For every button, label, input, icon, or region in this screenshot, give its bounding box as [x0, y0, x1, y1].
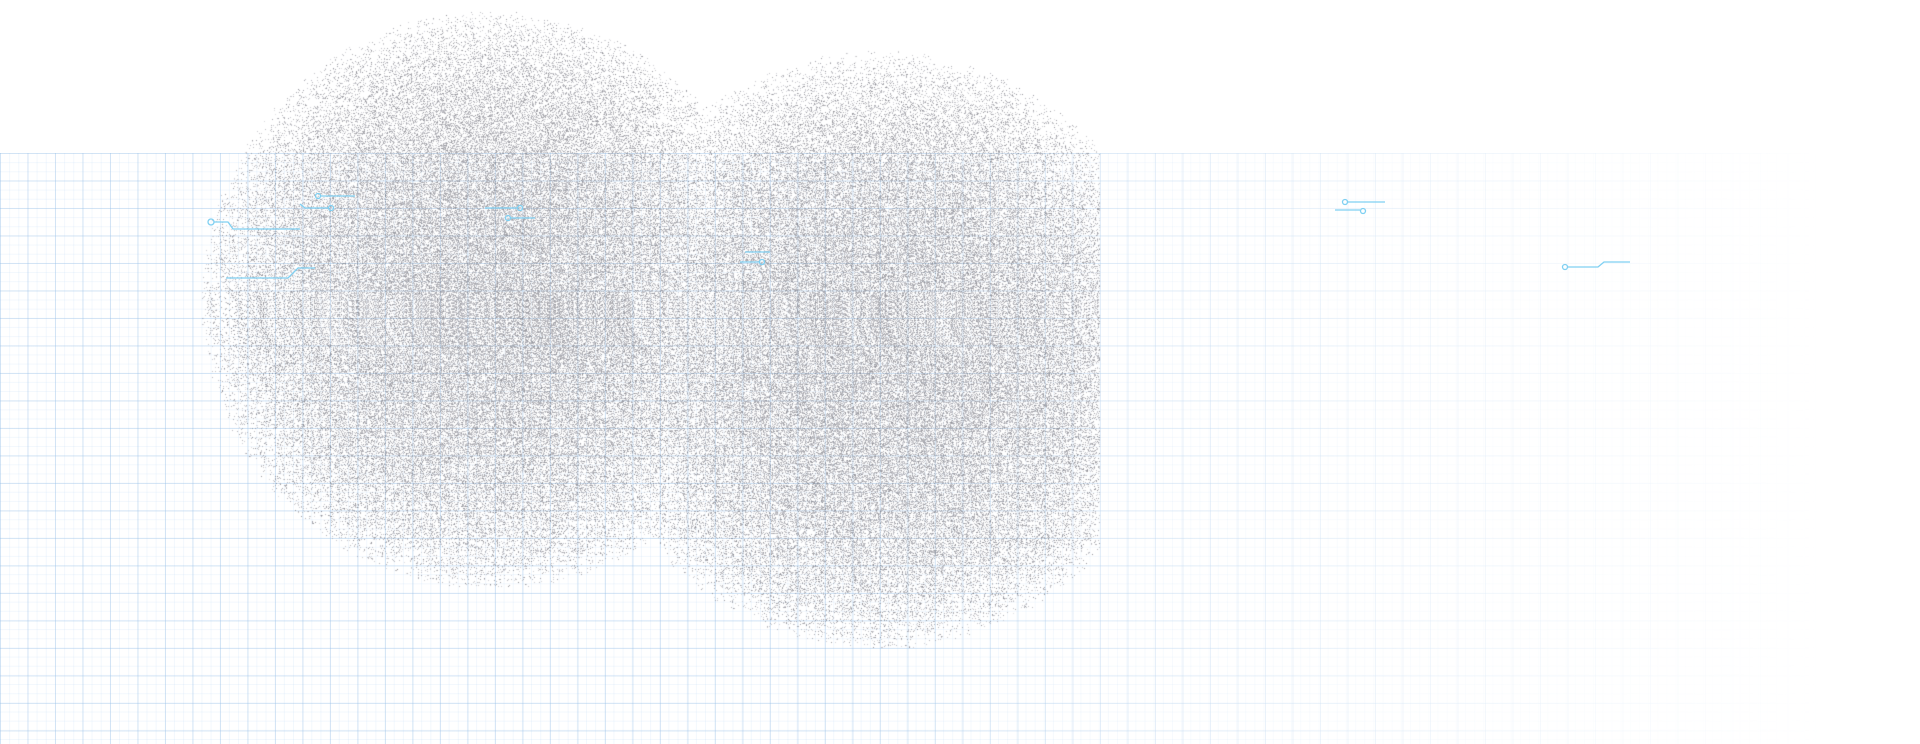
circuit-trace [314, 192, 355, 200]
circuit-trace [207, 218, 300, 230]
circuit-trace [1341, 198, 1385, 206]
circuit-trace [1335, 207, 1367, 215]
circuit-trace [1561, 261, 1630, 271]
circuit-trace [485, 204, 524, 212]
circuit-trace [299, 203, 335, 212]
circuit-trace [226, 267, 315, 279]
circuit-trace [504, 214, 535, 222]
circuit-trace [740, 251, 770, 266]
